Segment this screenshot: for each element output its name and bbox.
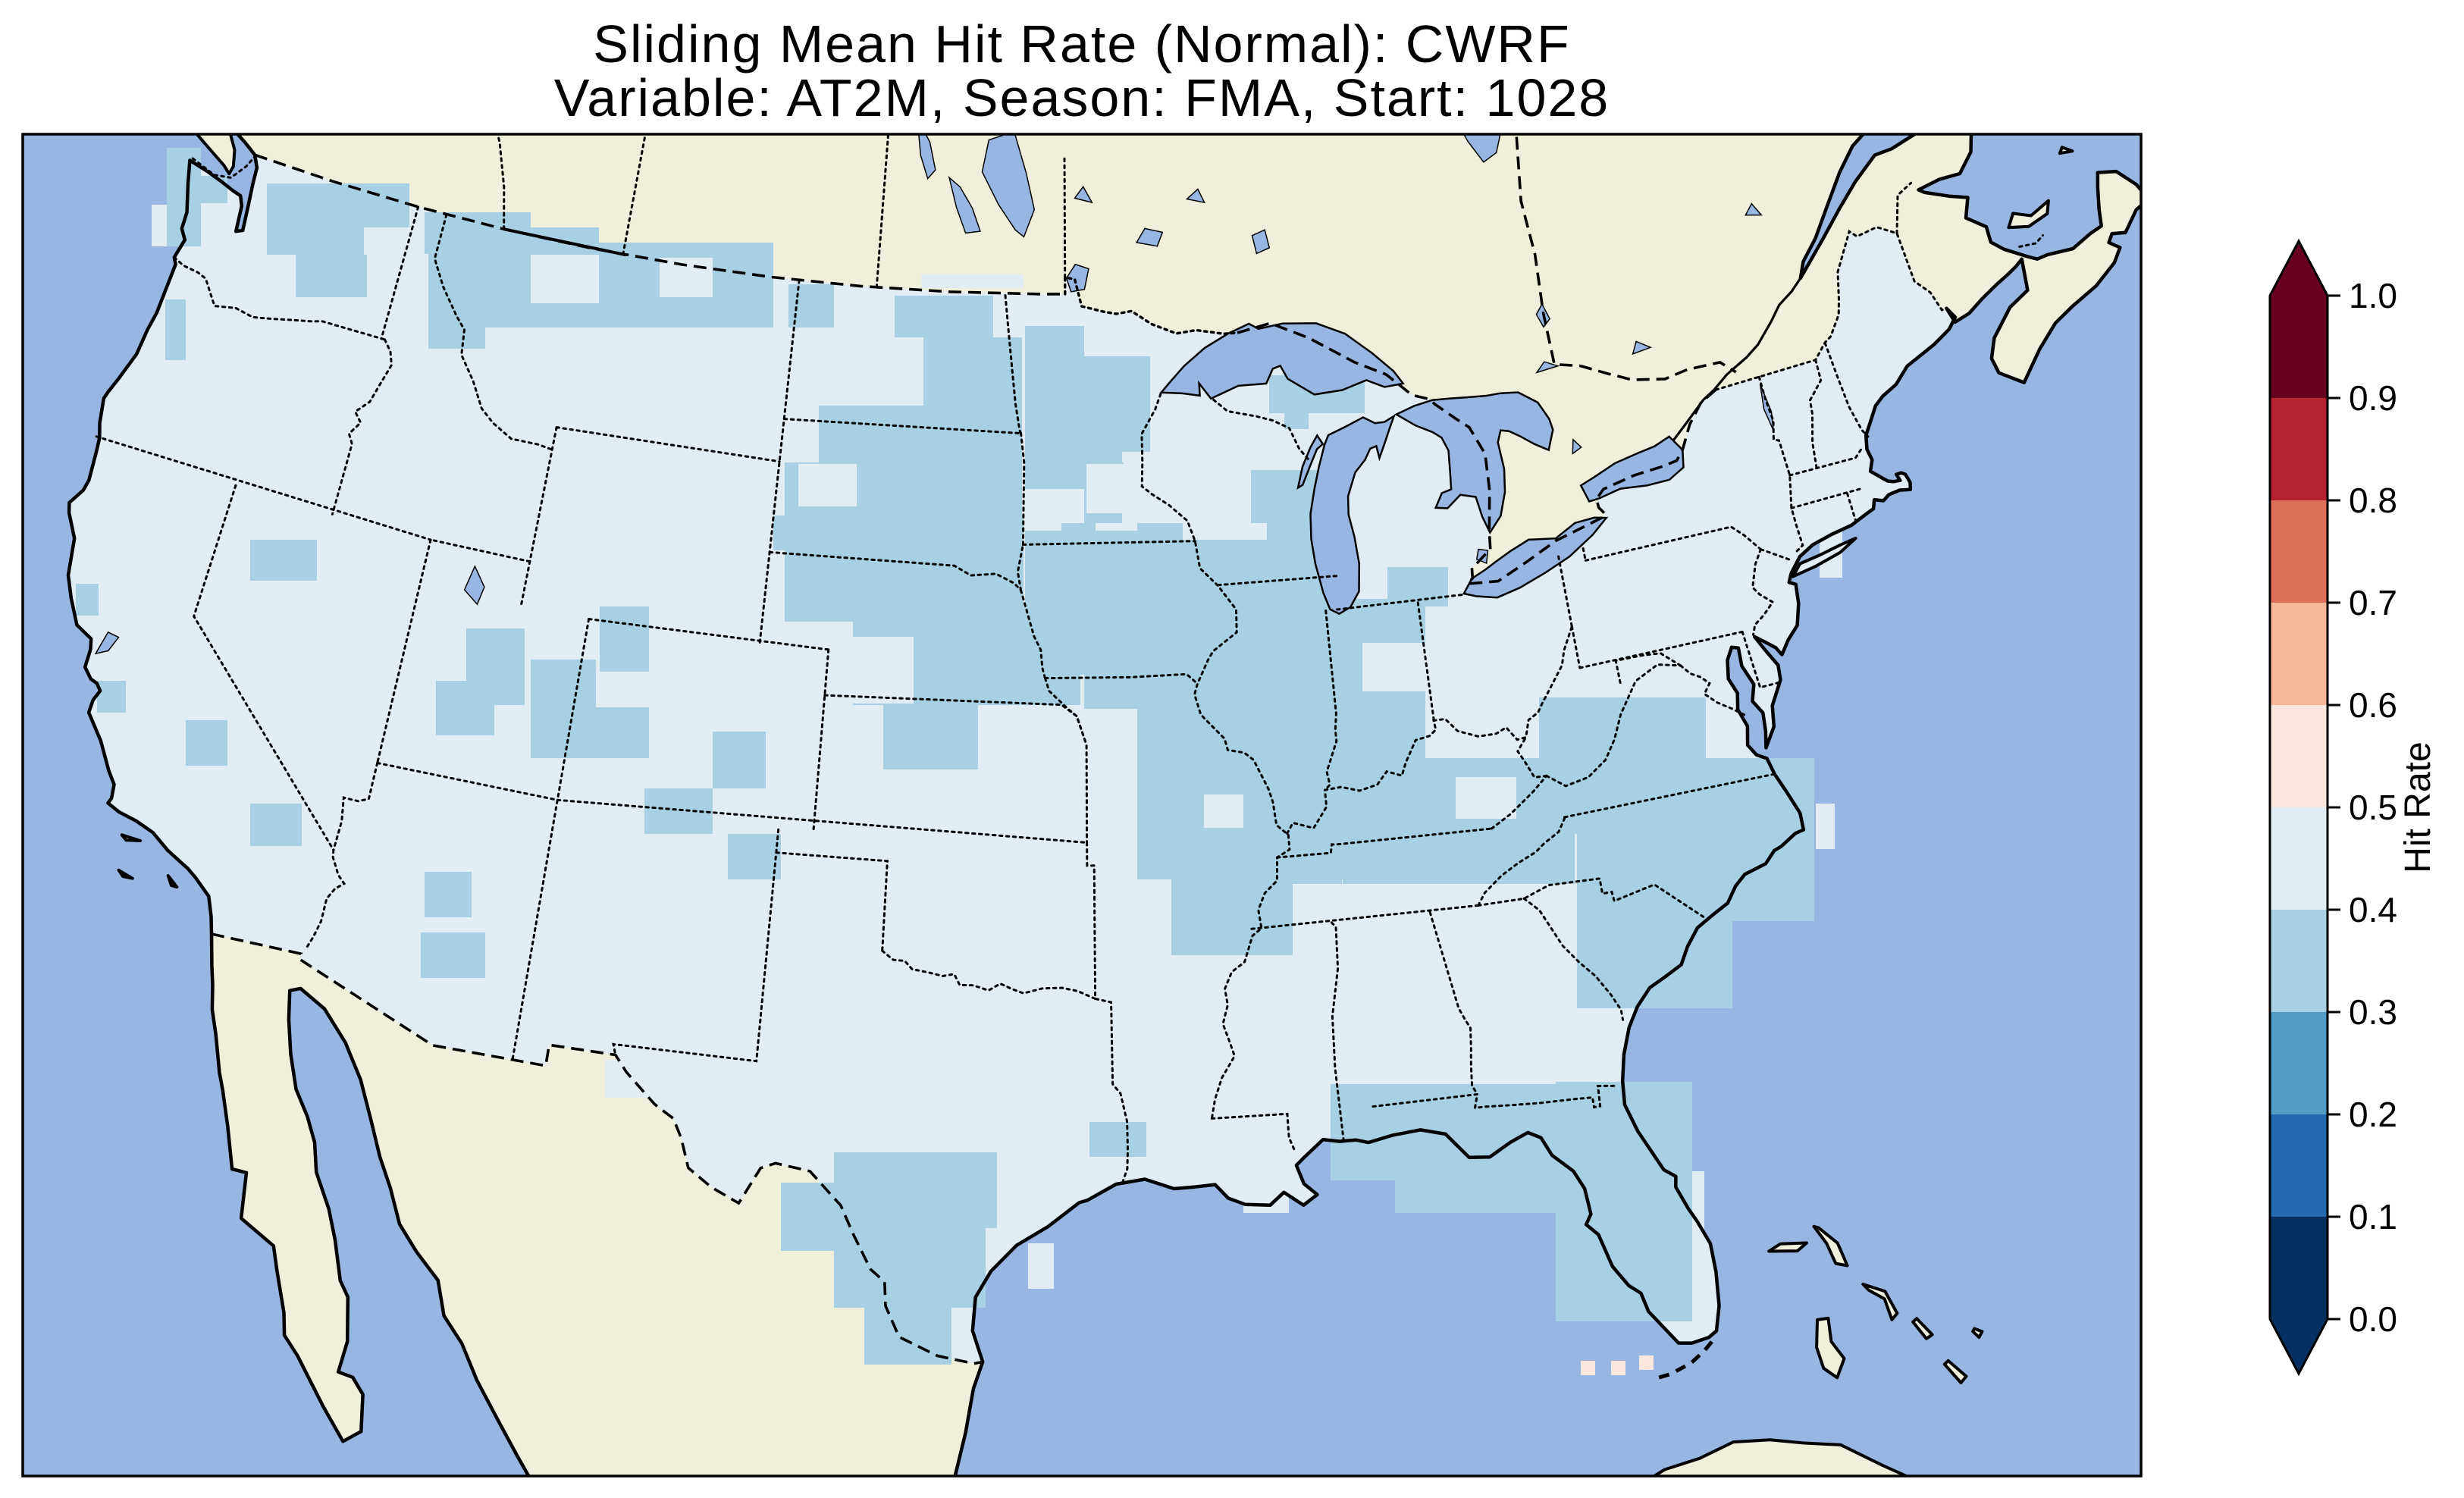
svg-text:0.4: 0.4 (2349, 890, 2397, 929)
svg-text:Variable: AT2M, Season: FMA, S: Variable: AT2M, Season: FMA, Start: 1028 (554, 68, 1610, 127)
svg-text:0.6: 0.6 (2349, 685, 2397, 725)
svg-text:0.3: 0.3 (2349, 992, 2397, 1032)
svg-text:0.9: 0.9 (2349, 378, 2397, 418)
svg-text:Sliding Mean Hit Rate (Normal): Sliding Mean Hit Rate (Normal): CWRF (593, 14, 1570, 74)
svg-text:0.1: 0.1 (2349, 1197, 2397, 1236)
svg-text:0.5: 0.5 (2349, 788, 2397, 827)
svg-text:0.0: 0.0 (2349, 1299, 2397, 1339)
svg-text:Hit Rate: Hit Rate (2398, 741, 2438, 873)
svg-text:1.0: 1.0 (2349, 276, 2397, 315)
svg-text:0.8: 0.8 (2349, 481, 2397, 520)
svg-text:0.2: 0.2 (2349, 1095, 2397, 1134)
svg-text:0.7: 0.7 (2349, 583, 2397, 622)
